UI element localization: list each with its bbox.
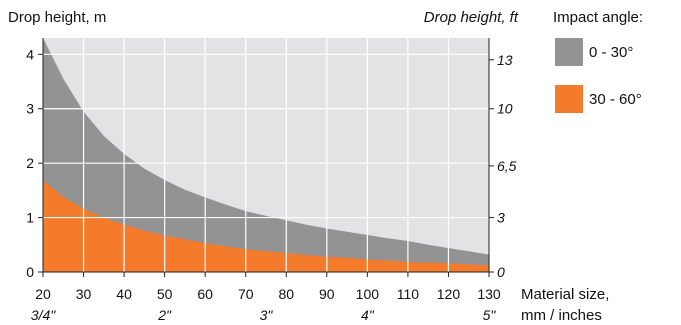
x-tick-label: 60	[197, 286, 213, 302]
legend-swatch-gray	[555, 38, 583, 66]
y-tick-label: 2	[26, 155, 34, 171]
legend-swatch-orange	[555, 85, 583, 113]
x-inch-label: 3"	[260, 307, 274, 323]
y-ft-tick-label: 10	[497, 101, 513, 117]
legend-label: 0 - 30°	[589, 44, 634, 61]
x-axis-label-line1: Material size,	[521, 286, 609, 303]
x-tick-label: 100	[356, 286, 380, 302]
y-axis-label-right: Drop height, ft	[424, 9, 519, 26]
x-tick-label: 80	[278, 286, 294, 302]
x-tick-label: 50	[157, 286, 173, 302]
y-ft-tick-label: 6,5	[497, 158, 517, 174]
y-axis-label-left: Drop height, m	[8, 9, 106, 26]
y-tick-label: 1	[26, 210, 34, 226]
y-ft-tick-label: 0	[497, 264, 505, 280]
x-inch-label: 2"	[157, 307, 172, 323]
series-area-gray	[43, 38, 489, 272]
x-inch-label: 4"	[361, 307, 375, 323]
y-tick-label: 4	[26, 46, 34, 62]
x-axis-label-line2: mm / inches	[521, 307, 602, 324]
legend-label: 30 - 60°	[589, 91, 642, 108]
x-tick-label: 130	[477, 286, 501, 302]
y-ft-tick-label: 3	[497, 210, 505, 226]
y-tick-label: 0	[26, 264, 34, 280]
y-ft-tick-label: 13	[497, 52, 513, 68]
legend: Impact angle: 0 - 30° 30 - 60°	[553, 0, 681, 130]
x-inch-label: 5"	[483, 307, 497, 323]
x-tick-label: 110	[397, 286, 420, 302]
x-tick-label: 20	[35, 286, 51, 302]
x-tick-label: 40	[116, 286, 132, 302]
y-tick-label: 3	[26, 101, 34, 117]
plot-area	[43, 38, 489, 272]
x-tick-label: 120	[437, 286, 461, 302]
x-inch-label: 3/4"	[31, 307, 56, 323]
x-tick-label: 30	[76, 286, 92, 302]
series-area-orange	[43, 180, 489, 272]
x-tick-label: 70	[238, 286, 254, 302]
x-tick-label: 90	[319, 286, 335, 302]
legend-title: Impact angle:	[553, 9, 644, 26]
